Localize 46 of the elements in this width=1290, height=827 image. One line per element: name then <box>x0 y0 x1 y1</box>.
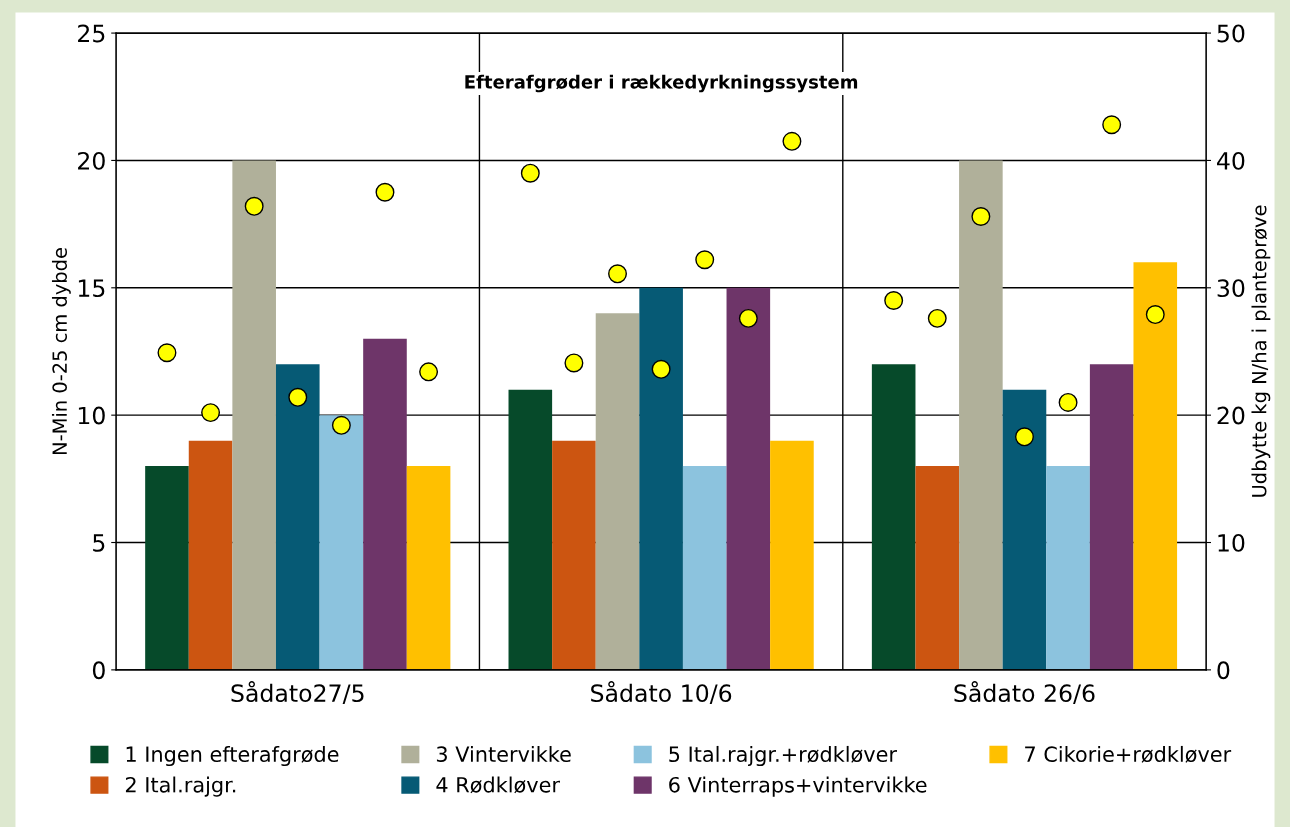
legend-label: 5 Ital.rajgr.+rødkløver <box>669 745 897 767</box>
bar <box>1089 364 1134 670</box>
legend-label: 2 Ital.rajgr. <box>125 776 236 797</box>
y2-axis-title: Udbytte kg N/ha i planteprøve <box>1251 205 1271 497</box>
y2-tick-label: 0 <box>1217 661 1230 680</box>
x-tick-label: Sådato27/5 <box>231 681 364 704</box>
bar <box>1133 262 1178 670</box>
y2-tick-label: 10 <box>1218 533 1245 552</box>
y-tick-label: 0 <box>92 661 105 680</box>
x-tick-label: Sådato 10/6 <box>591 681 732 704</box>
bar <box>770 440 814 670</box>
bar <box>682 466 727 670</box>
bar <box>508 389 553 670</box>
bar <box>639 287 683 670</box>
legend-label: 6 Vinterraps+vintervikke <box>669 776 927 797</box>
bar <box>319 415 364 670</box>
bar <box>552 440 596 670</box>
legend-label: 7 Cikorie+rødkløver <box>1025 745 1232 763</box>
y2-tick-label: 20 <box>1217 406 1245 425</box>
legend-label: 3 Vintervikke <box>436 745 571 763</box>
y2-tick-label: 50 <box>1217 24 1245 43</box>
bar <box>1046 466 1090 670</box>
bar <box>145 466 189 670</box>
y2-tick-label: 40 <box>1217 151 1245 170</box>
bar <box>726 287 771 670</box>
bar <box>915 466 960 670</box>
bar <box>871 364 916 670</box>
y-tick-label: 20 <box>78 151 105 170</box>
legend-label: 1 Ingen efterafgrøde <box>126 745 339 767</box>
y-tick-label: 25 <box>78 24 105 43</box>
y-axis-title: N-Min 0-25 cm dybde <box>51 248 71 454</box>
y-tick-label: 10 <box>78 406 105 425</box>
bar <box>232 160 276 670</box>
y-tick-label: 15 <box>78 279 105 298</box>
text: Efterafgrøder i rækkedyrkningssystem <box>465 74 858 93</box>
x-tick-label: Sådato 26/6 <box>954 681 1095 704</box>
bar <box>188 440 233 670</box>
bar <box>959 160 1003 670</box>
bar <box>595 313 640 670</box>
bar <box>406 466 451 670</box>
y-tick-label: 5 <box>93 534 105 552</box>
bar <box>363 338 407 670</box>
legend-label: 4 Rødkløver <box>436 776 560 794</box>
bar <box>275 364 320 670</box>
bar <box>1002 389 1047 670</box>
y2-tick-label: 30 <box>1217 279 1245 298</box>
